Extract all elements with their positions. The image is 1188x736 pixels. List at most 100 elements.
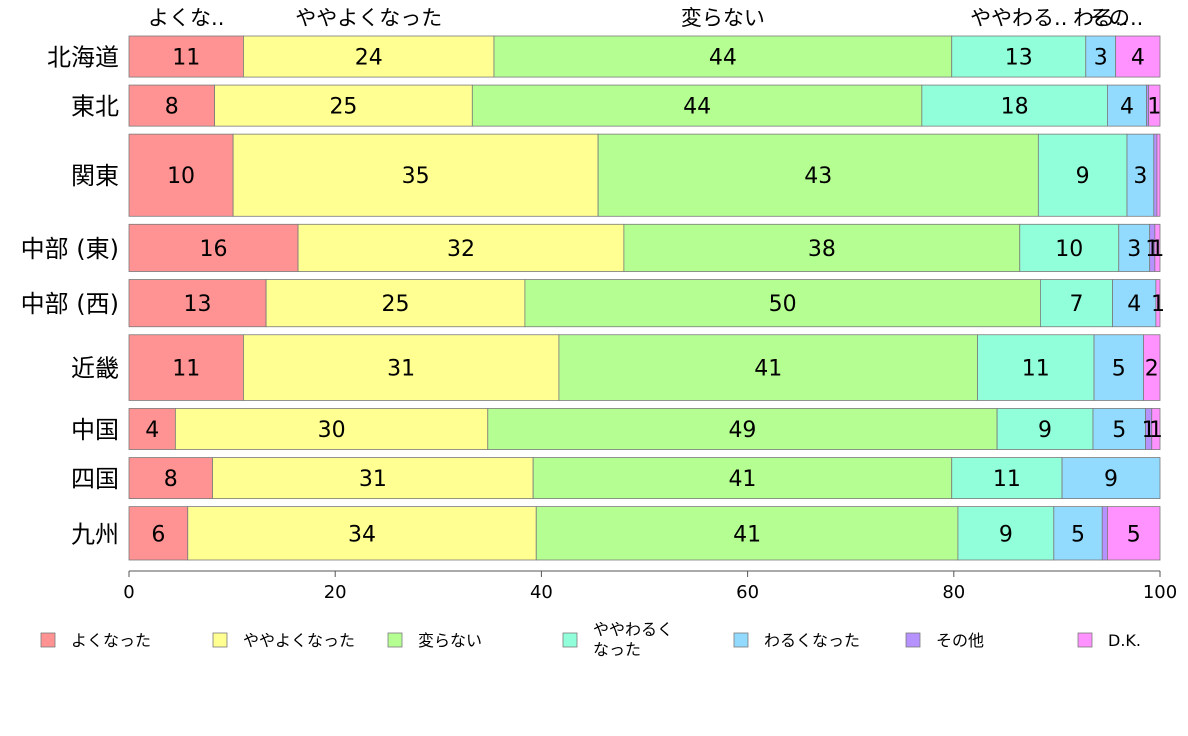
segment-label: 8: [165, 95, 179, 120]
segment-label: 5: [1112, 418, 1126, 443]
bar-segment: [1085, 35, 1117, 78]
segment-label: 31: [387, 357, 415, 382]
legend: よくなった ややよくなった 変らない ややわるくなった わるくなった その他 D.K.: [40, 620, 1141, 659]
bar-segment: [243, 35, 495, 78]
bar-segment: [1126, 133, 1155, 217]
x-tick-label: 40: [530, 582, 553, 603]
bar-segment: [532, 457, 953, 500]
legend-swatch: [905, 632, 921, 648]
category-label: 九州: [71, 520, 119, 548]
bar-segment: [996, 408, 1094, 450]
segment-label: 3: [1133, 164, 1147, 189]
bar-segment: [265, 279, 526, 328]
bar-segment: [128, 223, 299, 272]
segment-label: 18: [1001, 95, 1029, 120]
bar-segment: [1040, 279, 1113, 328]
legend-label: よくなった: [71, 631, 151, 650]
segment-label: 9: [1038, 418, 1052, 443]
bar-segment: [1092, 408, 1146, 450]
legend-swatch: [562, 632, 578, 648]
segment-label: 41: [754, 357, 782, 382]
bar-segment: [128, 457, 213, 500]
bar-segment: [951, 457, 1063, 500]
segment-label: 5: [1127, 522, 1141, 547]
legend-label: D.K.: [1108, 631, 1141, 650]
category-label: 中国: [71, 416, 119, 444]
category-label: 関東: [71, 162, 119, 190]
x-tick-label: 60: [736, 582, 759, 603]
x-axis: 0 20 40 60 80 100: [123, 570, 1177, 603]
segment-label: 13: [184, 292, 212, 317]
bar-segment: [524, 279, 1041, 328]
legend-swatch: [212, 632, 228, 648]
bar-segment: [957, 506, 1055, 561]
segment-label: 10: [1055, 237, 1083, 262]
segment-label: 11: [172, 46, 200, 71]
segment-label: 7: [1069, 292, 1083, 317]
segment-name-label: よくな..: [148, 6, 224, 30]
segment-name-label: 変らない: [681, 6, 765, 30]
category-label: 中部 (東): [21, 235, 119, 263]
bar-segment: [214, 84, 473, 127]
category-label: 東北: [71, 93, 119, 121]
top-labels: よくな.. ややよくなった 変らない ややわる.. わる..その..: [148, 6, 1143, 30]
segment-label: 1: [1151, 292, 1165, 317]
segment-label: 8: [164, 467, 178, 492]
segment-label: 13: [1005, 46, 1033, 71]
legend-label: 変らない: [418, 631, 482, 650]
segment-label: 11: [1022, 357, 1050, 382]
category-label: 近畿: [71, 355, 119, 383]
bars: 11 24 44 13 3 48 25 44 18 4 110 35 43 9 316 32 38 10 3 1113…: [128, 35, 1165, 561]
segment-label: 11: [993, 467, 1021, 492]
bar-segment: [128, 84, 215, 127]
bar-segment: [1115, 35, 1161, 78]
segment-label: 4: [1120, 95, 1134, 120]
bar-segment: [1156, 133, 1161, 217]
segment-label: 30: [318, 418, 346, 443]
x-tick-label: 80: [942, 582, 965, 603]
segment-label: 4: [1131, 46, 1145, 71]
bar-segment: [174, 408, 489, 450]
segment-label: 31: [359, 467, 387, 492]
legend-label: ややわるくなった: [593, 620, 673, 659]
legend-label: ややよくなった: [243, 631, 355, 650]
segment-label: 50: [769, 292, 797, 317]
segment-label: 1: [1150, 237, 1164, 262]
bar-segment: [597, 133, 1039, 217]
segment-label: 49: [728, 418, 756, 443]
legend-label: その他: [936, 631, 984, 650]
segment-label: 44: [709, 46, 737, 71]
bar-segment: [921, 84, 1108, 127]
legend-label: わるくなった: [764, 631, 860, 650]
segment-label: 25: [382, 292, 410, 317]
x-tick-label: 0: [123, 582, 134, 603]
bar-segment: [1143, 334, 1161, 401]
segment-label: 5: [1112, 357, 1126, 382]
bar-segment: [951, 35, 1087, 78]
segment-label: 9: [999, 522, 1013, 547]
bar-segment: [1093, 334, 1144, 401]
bar-segment: [1101, 506, 1108, 561]
bar-segment: [1153, 133, 1158, 217]
segment-label: 41: [728, 467, 756, 492]
bar-segment: [1118, 223, 1151, 272]
segment-name-label: わる..: [1073, 6, 1128, 30]
segment-label: 5: [1071, 522, 1085, 547]
bar-segment: [623, 223, 1021, 272]
segment-label: 2: [1145, 357, 1159, 382]
bar-segment: [1154, 223, 1161, 272]
segment-label: 24: [355, 46, 383, 71]
legend-swatch: [40, 632, 56, 648]
x-tick-label: 100: [1143, 582, 1177, 603]
segment-label: 9: [1104, 467, 1118, 492]
bar-segment: [535, 506, 959, 561]
bar-segment: [493, 35, 953, 78]
legend-swatch: [733, 632, 749, 648]
bar-segment: [128, 35, 244, 78]
bar-segment: [128, 408, 176, 450]
bar-segment: [243, 334, 560, 401]
segment-label: 32: [447, 237, 475, 262]
bar-segment: [1107, 506, 1161, 561]
